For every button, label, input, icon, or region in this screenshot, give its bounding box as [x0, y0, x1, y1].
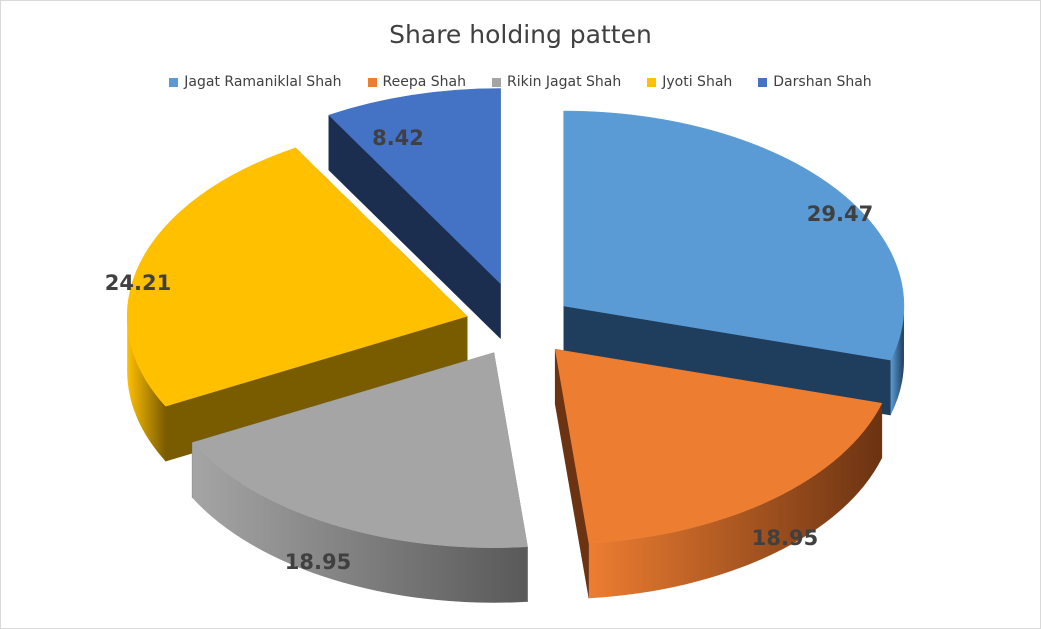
slice-rim	[192, 442, 528, 603]
slice-rikin-jagat-shah	[191, 352, 528, 603]
slice-reepa-shah	[554, 348, 883, 599]
legend-item-rikin-jagat-shah: Rikin Jagat Shah	[491, 74, 622, 90]
data-label-rikin-jagat-shah: 18.95	[285, 550, 351, 574]
legend: Jagat Ramaniklal Shah Reepa Shah Rikin Jag…	[0, 74, 1041, 90]
legend-swatch	[169, 77, 179, 87]
legend-item-reepa-shah: Reepa Shah	[367, 74, 466, 90]
legend-swatch	[758, 77, 768, 87]
slice-top	[126, 147, 468, 407]
slice-rim	[588, 403, 882, 599]
data-label-reepa-shah: 18.95	[752, 526, 818, 550]
slice-top	[554, 348, 883, 544]
legend-item-jyoti-shah: Jyoti Shah	[647, 74, 732, 90]
legend-swatch	[367, 77, 377, 87]
slice-top	[563, 110, 905, 361]
legend-item-jagat-ramaniklal-shah: Jagat Ramaniklal Shah	[169, 74, 342, 90]
legend-item-darshan-shah: Darshan Shah	[758, 74, 872, 90]
slice-rim	[127, 316, 166, 462]
legend-swatch	[491, 77, 501, 87]
data-label-darshan-shah: 8.42	[372, 126, 424, 150]
slice-top	[191, 352, 528, 548]
chart-title: Share holding patten	[389, 20, 652, 49]
legend-label: Jagat Ramaniklal Shah	[184, 74, 342, 90]
slice-darshan-shah	[328, 88, 501, 340]
data-label-jagat-ramaniklal-shah: 29.47	[807, 202, 873, 226]
legend-label: Darshan Shah	[773, 74, 872, 90]
slice-jagat-ramaniklal-shah	[563, 110, 905, 416]
legend-label: Jyoti Shah	[662, 74, 733, 90]
legend-swatch	[647, 77, 657, 87]
legend-label: Rikin Jagat Shah	[506, 74, 622, 90]
legend-label: Reepa Shah	[382, 74, 466, 90]
slice-top	[328, 88, 501, 285]
slice-jyoti-shah	[126, 147, 468, 462]
data-label-jyoti-shah: 24.21	[105, 271, 171, 295]
